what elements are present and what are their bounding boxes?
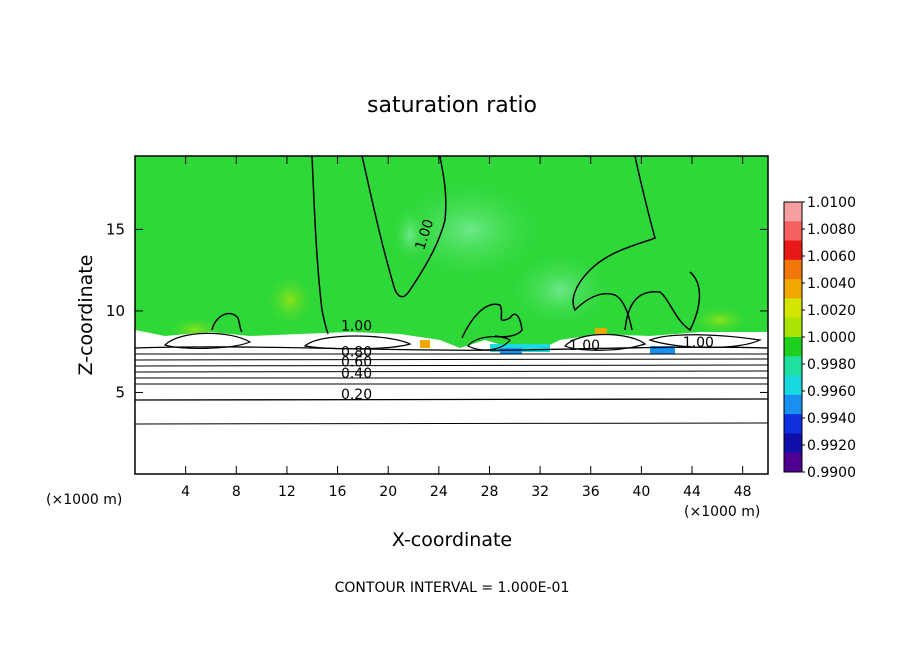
field-patch [264, 272, 316, 328]
colorbar-label: 0.9920 [807, 438, 856, 454]
chart-title: saturation ratio [367, 93, 537, 118]
colorbar-swatch [784, 356, 802, 377]
colorbar-swatch [784, 298, 802, 319]
x-tick-label: 12 [278, 484, 296, 500]
colorbar-swatch [784, 259, 802, 280]
x-tick-label: 4 [181, 484, 190, 500]
contour-label: 0.60 [341, 354, 372, 370]
colorbar-swatch [784, 221, 802, 242]
contour-line [135, 352, 768, 356]
contour-line [311, 156, 329, 335]
y-tick-label: 5 [115, 383, 125, 401]
y-tick-label: 10 [106, 302, 125, 320]
x-tick-label: 32 [531, 484, 549, 500]
contour-label: 1.00 [683, 335, 714, 351]
x-tick-label: 44 [683, 484, 701, 500]
plot-frame [134, 155, 769, 475]
contour-label: 0.20 [341, 387, 372, 403]
colorbar-label: 0.9960 [807, 384, 856, 400]
colorbar-swatch [784, 452, 802, 473]
colorbar-swatch [784, 394, 802, 415]
contour-line [135, 358, 768, 361]
contour-line [563, 333, 647, 351]
field-patch [420, 340, 430, 348]
contour-line [467, 336, 511, 351]
colorbar-label: 1.0100 [807, 195, 856, 211]
field-patch [505, 250, 615, 330]
colorbar-swatch [784, 240, 802, 261]
x-tick-label: 40 [632, 484, 650, 500]
y-axis-ticks: 5 10 15 [106, 220, 768, 401]
colorbar-swatch [784, 375, 802, 396]
colorbar-swatch [784, 337, 802, 357]
contour-line [648, 334, 762, 349]
contour-line [361, 156, 447, 298]
contour-label: 0.80 [341, 345, 372, 361]
contour-line [135, 370, 768, 373]
colorbar-label: 1.0040 [807, 276, 856, 292]
contour-line [211, 312, 243, 333]
y-axis-title: Z-coordinate [75, 255, 97, 376]
contour-interval-note: CONTOUR INTERVAL = 1.000E-01 [335, 580, 570, 596]
x-unit-label-right: (×1000 m) [684, 504, 760, 520]
colorbar: 1.0100 1.0080 1.0060 1.0040 1.0020 1.0000 0.99… [783, 195, 856, 481]
plot-area [135, 156, 768, 474]
contour-line [624, 271, 701, 332]
x-tick-label: 24 [430, 484, 448, 500]
x-unit-label-left: (×1000 m) [46, 492, 122, 508]
contour-label: 0.40 [341, 366, 372, 382]
field-patch [690, 305, 750, 335]
colorbar-label: 1.0080 [807, 222, 856, 238]
x-tick-label: 36 [582, 484, 600, 500]
x-tick-label: 48 [734, 484, 752, 500]
y-tick-label: 15 [106, 220, 125, 238]
contour-line [135, 383, 768, 385]
contour-line [461, 303, 523, 339]
colorbar-swatch [784, 317, 802, 338]
contour-line [135, 364, 768, 367]
contour-labels: 1.000.800.600.400.201.001.00 1.00 [341, 217, 714, 403]
x-tick-label: 28 [481, 484, 499, 500]
contour-line [135, 422, 768, 425]
contour-line [135, 377, 768, 379]
field-patch [392, 205, 428, 265]
x-axis-title: X-coordinate [392, 529, 512, 551]
colorbar-label: 1.0020 [807, 303, 856, 319]
colorbar-label: 0.9980 [807, 357, 856, 373]
colorbar-swatch [784, 433, 802, 454]
contour-line [135, 398, 768, 401]
colorbar-label: 0.9940 [807, 411, 856, 427]
x-tick-label: 16 [329, 484, 347, 500]
contour-line [163, 332, 252, 350]
contour-line [572, 156, 656, 331]
colorbar-label: 1.0000 [807, 330, 856, 346]
field-patch [650, 346, 675, 354]
colorbar-swatch [784, 279, 802, 299]
contour-line [303, 335, 412, 350]
field-patch [595, 328, 607, 334]
field-patch [500, 348, 522, 354]
x-axis-ticks: 4 8 12 16 20 24 28 32 36 40 44 48 [181, 156, 752, 500]
colorbar-label: 0.9900 [807, 465, 856, 481]
x-tick-label: 20 [379, 484, 397, 500]
colorbar-label: 1.0060 [807, 249, 856, 265]
colorbar-swatch [784, 414, 802, 434]
contour-label: 1.00 [569, 338, 600, 354]
colorbar-swatch [784, 202, 802, 222]
x-tick-label: 8 [232, 484, 241, 500]
contour-label: 1.00 [341, 318, 372, 334]
